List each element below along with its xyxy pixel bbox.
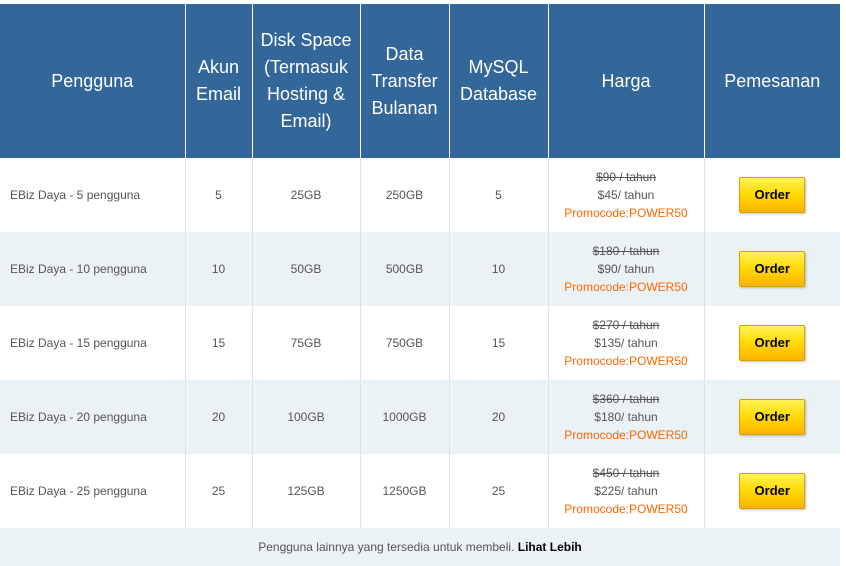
footer-text: Pengguna lainnya yang tersedia untuk mem… (258, 540, 515, 554)
disk-space: 75GB (252, 306, 361, 380)
order-cell: Order (704, 380, 840, 454)
see-more-link[interactable]: Lihat Lebih (517, 540, 582, 554)
order-button[interactable]: Order (739, 251, 806, 287)
discount-price: $45/ tahun (597, 188, 655, 202)
table-row: EBiz Daya - 5 pengguna 5 25GB 250GB 5 $90 / t… (0, 158, 840, 232)
footer-row: Pengguna lainnya yang tersedia untuk mem… (0, 528, 840, 566)
order-cell: Order (704, 158, 840, 232)
discount-price: $135/ tahun (594, 336, 658, 350)
header-akun-email: Akun Email (185, 4, 253, 158)
plan-name: EBiz Daya - 20 pengguna (0, 380, 186, 454)
plan-name: EBiz Daya - 10 pengguna (0, 232, 186, 306)
table-row: EBiz Daya - 15 pengguna 15 75GB 750GB 15 $270… (0, 306, 840, 380)
original-price: $180 / tahun (592, 244, 660, 258)
disk-space: 125GB (252, 454, 361, 528)
email-accounts: 5 (185, 158, 253, 232)
discount-price: $180/ tahun (594, 410, 658, 424)
price-cell: $360 / tahun $180/ tahun Promocode:POWER50 (548, 380, 705, 454)
table-row: EBiz Daya - 20 pengguna 20 100GB 1000GB 20 $3… (0, 380, 840, 454)
original-price: $450 / tahun (592, 466, 660, 480)
order-cell: Order (704, 306, 840, 380)
original-price: $360 / tahun (592, 392, 660, 406)
order-cell: Order (704, 454, 840, 528)
original-price: $270 / tahun (592, 318, 660, 332)
order-button[interactable]: Order (739, 177, 806, 213)
order-button[interactable]: Order (739, 325, 806, 361)
promo-code: Promocode:POWER50 (564, 206, 688, 220)
pricing-table-container: Pengguna Akun Email Disk Space (Termasuk… (0, 4, 840, 566)
plan-name: EBiz Daya - 15 pengguna (0, 306, 186, 380)
promo-code: Promocode:POWER50 (564, 280, 688, 294)
header-row: Pengguna Akun Email Disk Space (Termasuk… (0, 4, 840, 158)
order-button[interactable]: Order (739, 473, 806, 509)
promo-code: Promocode:POWER50 (564, 428, 688, 442)
table-row: EBiz Daya - 10 pengguna 10 50GB 500GB 10 $180… (0, 232, 840, 306)
header-disk-space: Disk Space (Termasuk Hosting & Email) (252, 4, 361, 158)
email-accounts: 25 (185, 454, 253, 528)
email-accounts: 10 (185, 232, 253, 306)
price-cell: $90 / tahun $45/ tahun Promocode:POWER50 (548, 158, 705, 232)
header-data-transfer: Data Transfer Bulanan (360, 4, 450, 158)
price-cell: $180 / tahun $90/ tahun Promocode:POWER50 (548, 232, 705, 306)
original-price: $90 / tahun (595, 170, 657, 184)
data-transfer: 750GB (360, 306, 450, 380)
mysql-databases: 10 (449, 232, 549, 306)
header-pemesanan: Pemesanan (704, 4, 840, 158)
disk-space: 25GB (252, 158, 361, 232)
mysql-databases: 20 (449, 380, 549, 454)
header-mysql-database: MySQL Database (449, 4, 549, 158)
header-harga: Harga (548, 4, 705, 158)
data-transfer: 250GB (360, 158, 450, 232)
disk-space: 50GB (252, 232, 361, 306)
pricing-table: Pengguna Akun Email Disk Space (Termasuk… (0, 4, 840, 566)
footer-cell: Pengguna lainnya yang tersedia untuk mem… (0, 528, 840, 566)
data-transfer: 1250GB (360, 454, 450, 528)
disk-space: 100GB (252, 380, 361, 454)
data-transfer: 1000GB (360, 380, 450, 454)
table-row: EBiz Daya - 25 pengguna 25 125GB 1250GB 25 $4… (0, 454, 840, 528)
data-transfer: 500GB (360, 232, 450, 306)
plan-name: EBiz Daya - 5 pengguna (0, 158, 186, 232)
discount-price: $90/ tahun (597, 262, 655, 276)
price-cell: $270 / tahun $135/ tahun Promocode:POWER50 (548, 306, 705, 380)
price-cell: $450 / tahun $225/ tahun Promocode:POWER50 (548, 454, 705, 528)
promo-code: Promocode:POWER50 (564, 502, 688, 516)
header-pengguna: Pengguna (0, 4, 186, 158)
email-accounts: 15 (185, 306, 253, 380)
promo-code: Promocode:POWER50 (564, 354, 688, 368)
order-cell: Order (704, 232, 840, 306)
mysql-databases: 5 (449, 158, 549, 232)
discount-price: $225/ tahun (594, 484, 658, 498)
email-accounts: 20 (185, 380, 253, 454)
mysql-databases: 15 (449, 306, 549, 380)
plan-name: EBiz Daya - 25 pengguna (0, 454, 186, 528)
mysql-databases: 25 (449, 454, 549, 528)
order-button[interactable]: Order (739, 399, 806, 435)
